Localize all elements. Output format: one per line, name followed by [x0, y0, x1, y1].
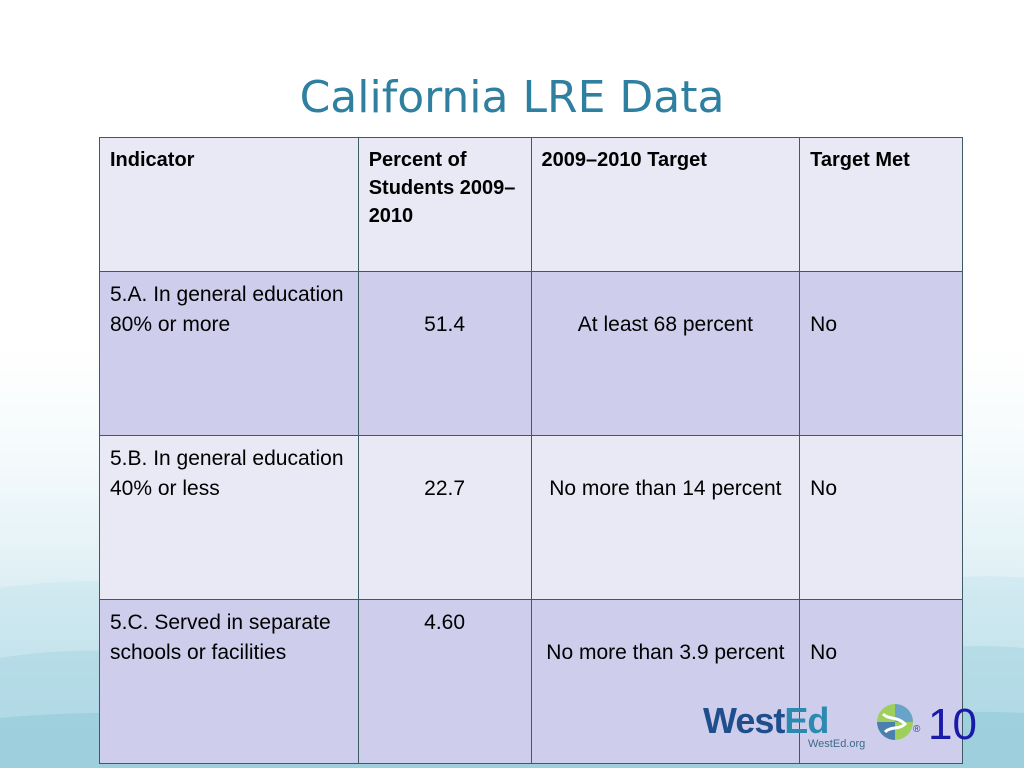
lre-data-table: Indicator Percent of Students 2009–2010 …	[99, 137, 963, 764]
cell-target-met: No	[799, 271, 963, 436]
logo-url: WestEd.org	[808, 738, 866, 750]
cell-indicator: 5.C. Served in separate schools or facil…	[99, 599, 359, 764]
slide-page-number: 10	[928, 700, 977, 749]
header-indicator: Indicator	[99, 137, 359, 272]
table-row: 5.C. Served in separate schools or facil…	[99, 599, 963, 764]
header-target-met: Target Met	[799, 137, 963, 272]
cell-target-met: No	[799, 599, 963, 764]
table-row: 5.A. In general education 80% or more 51…	[99, 271, 963, 436]
cell-percent: 22.7	[357, 435, 532, 600]
wested-logo: WestEd ® WestEd.org	[703, 700, 933, 752]
table-row: 5.B. In general education 40% or less 22…	[99, 435, 963, 600]
cell-target-met: No	[799, 435, 963, 600]
logo-word-west: West	[703, 700, 785, 741]
logo-wordmark: WestEd	[703, 700, 829, 742]
cell-target: At least 68 percent	[530, 271, 801, 436]
cell-target: No more than 3.9 percent	[530, 599, 801, 764]
logo-registered-mark: ®	[913, 724, 921, 735]
table-header-row: Indicator Percent of Students 2009–2010 …	[99, 137, 963, 272]
logo-word-ed: Ed	[784, 700, 829, 741]
cell-indicator: 5.B. In general education 40% or less	[99, 435, 359, 600]
cell-percent: 4.60	[357, 599, 532, 764]
cell-target: No more than 14 percent	[530, 435, 801, 600]
cell-indicator: 5.A. In general education 80% or more	[99, 271, 359, 436]
header-target: 2009–2010 Target	[530, 137, 801, 272]
cell-percent: 51.4	[357, 271, 532, 436]
header-percent-of-students: Percent of Students 2009–2010	[357, 137, 532, 272]
slide-title: California LRE Data	[299, 72, 725, 123]
globe-icon	[877, 704, 913, 740]
